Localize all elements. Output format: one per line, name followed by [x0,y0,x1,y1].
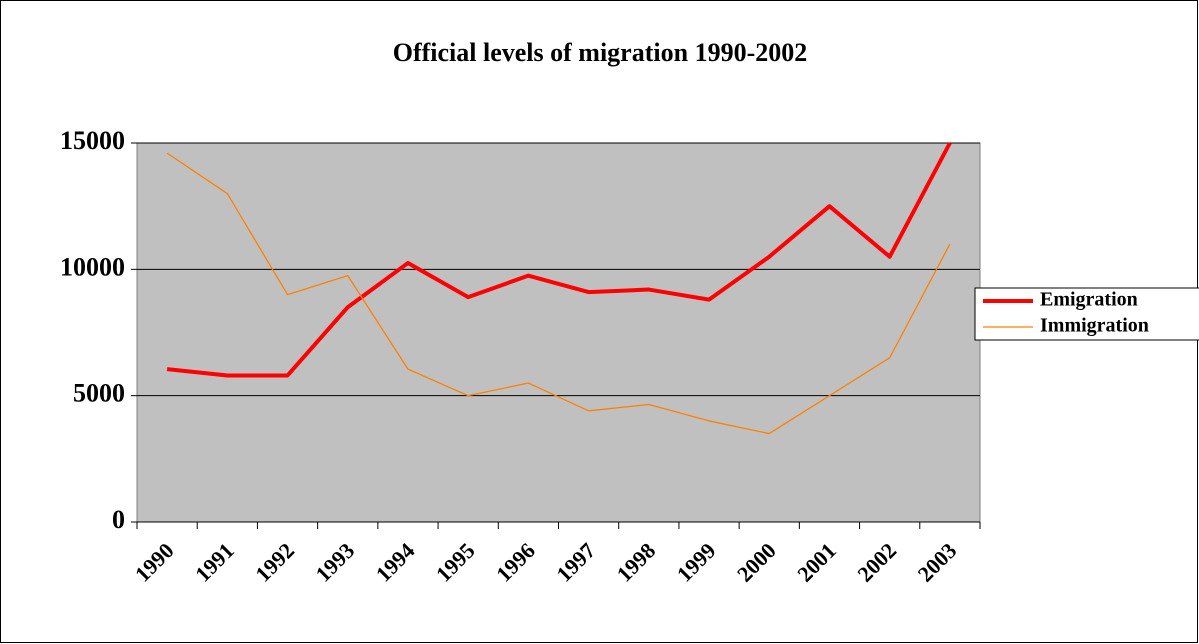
y-tick-label: 0 [112,505,125,534]
legend-label: Emigration [1040,289,1138,311]
plot-area [136,142,981,523]
legend [974,287,1199,341]
y-tick-label: 10000 [60,252,125,281]
legend-label: Immigration [1040,315,1149,337]
series-line [166,142,952,378]
chart-title: Official levels of migration 1990-2002 [393,38,807,67]
y-tick-label: 5000 [73,379,125,408]
y-tick-label: 15000 [60,126,125,155]
series-line [166,152,951,435]
